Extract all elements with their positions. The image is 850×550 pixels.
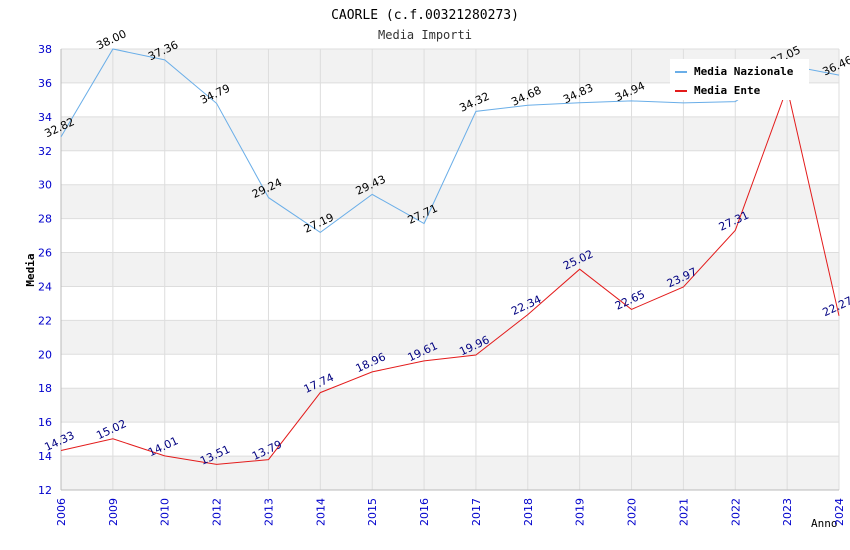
y-axis-label: Media — [24, 253, 37, 286]
data-label-nazionale: 34.32 — [457, 90, 491, 115]
x-tick-label: 2018 — [522, 498, 535, 526]
data-label-nazionale: 34.79 — [198, 82, 232, 107]
legend-label-ente: Media Ente — [694, 84, 761, 97]
y-tick-label: 14 — [38, 450, 52, 463]
x-tick-label: 2015 — [366, 498, 379, 526]
y-tick-label: 12 — [38, 484, 52, 497]
x-tick-label: 2017 — [470, 498, 483, 526]
x-tick-label: 2020 — [626, 498, 639, 526]
x-axis-label: Anno — [811, 517, 838, 530]
y-tick-label: 26 — [38, 247, 52, 260]
y-tick-label: 32 — [38, 145, 52, 158]
grid-band — [61, 456, 839, 490]
y-tick-label: 20 — [38, 348, 52, 361]
legend-label-nazionale: Media Nazionale — [694, 65, 794, 78]
data-label-ente: 22.65 — [613, 288, 647, 313]
x-tick-label: 2019 — [574, 498, 587, 526]
x-tick-label: 2006 — [55, 498, 68, 526]
series-lines — [60, 48, 840, 465]
y-tick-label: 38 — [38, 43, 52, 56]
legend: Media Nazionale Media Ente — [670, 59, 809, 100]
y-tick-label: 16 — [38, 416, 52, 429]
chart-subtitle: Media Importi — [378, 28, 472, 42]
x-tick-labels: 2006 2009 2010 2012 2013 2014 2015 2016 2017 2018… — [55, 498, 846, 526]
y-tick-label: 24 — [38, 280, 52, 293]
legend-box — [670, 59, 809, 100]
y-tick-label: 28 — [38, 213, 52, 226]
x-tick-label: 2016 — [418, 498, 431, 526]
data-label-ente: 22.34 — [509, 293, 543, 318]
grid-band — [61, 116, 839, 151]
y-tick-label: 36 — [38, 77, 52, 90]
background-bands — [61, 49, 839, 490]
x-tick-label: 2024 — [833, 498, 846, 526]
series-line-nazionale — [60, 48, 840, 234]
x-tick-label: 2021 — [677, 498, 690, 526]
grid-band — [61, 388, 839, 423]
x-tick-label: 2014 — [314, 498, 327, 526]
grid-band — [61, 252, 839, 287]
x-tick-label: 2010 — [159, 498, 172, 526]
x-tick-label: 2012 — [211, 498, 224, 526]
y-tick-label: 22 — [38, 314, 52, 327]
chart-title: CAORLE (c.f.00321280273) — [331, 8, 519, 23]
x-tick-label: 2022 — [729, 498, 742, 526]
x-tick-label: 2013 — [262, 498, 275, 526]
grid-band — [61, 320, 839, 355]
y-tick-label: 34 — [38, 111, 52, 124]
series-line-ente — [60, 86, 840, 465]
y-tick-labels: 12 14 16 18 20 22 24 26 28 30 32 34 36 38 — [38, 43, 52, 497]
grid-band — [61, 184, 839, 219]
x-tick-label: 2009 — [107, 498, 120, 526]
x-tick-label: 2023 — [781, 498, 794, 526]
y-tick-label: 18 — [38, 382, 52, 395]
y-tick-label: 30 — [38, 179, 52, 192]
